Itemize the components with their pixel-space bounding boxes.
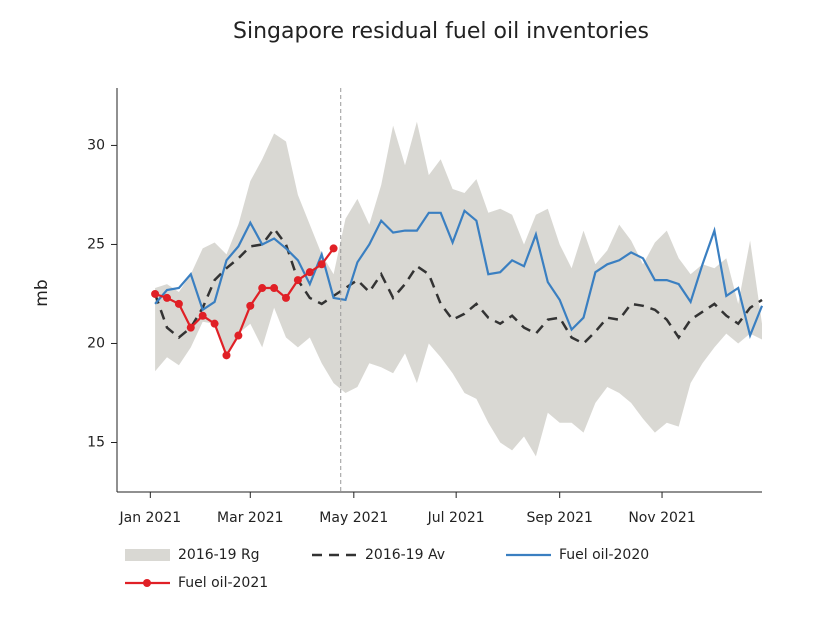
point <box>258 284 267 293</box>
point <box>162 293 171 302</box>
range-band <box>155 121 763 457</box>
y-tick-label: 30 <box>87 137 105 153</box>
series-line <box>154 247 335 358</box>
point <box>198 311 207 320</box>
point <box>186 323 195 332</box>
point <box>293 276 302 285</box>
legend-swatch <box>125 549 170 561</box>
x-tick-label: Jul 2021 <box>427 510 485 526</box>
y-axis-title: mb <box>32 279 52 306</box>
y-tick-label: 15 <box>87 434 105 450</box>
x-tick-label: Nov 2021 <box>628 510 695 526</box>
point <box>222 351 231 360</box>
series-line <box>154 208 764 340</box>
x-tick-label: Sep 2021 <box>526 510 592 526</box>
point <box>210 319 219 328</box>
point <box>305 268 314 277</box>
point <box>234 331 243 340</box>
x-tick-label: May 2021 <box>319 510 388 526</box>
legend-label: 2016-19 Av <box>365 547 445 563</box>
point <box>151 289 160 298</box>
legend-label: Fuel oil-2020 <box>559 547 649 563</box>
x-tick-label: Mar 2021 <box>217 510 284 526</box>
point <box>270 284 279 293</box>
point <box>281 293 290 302</box>
point <box>317 260 326 269</box>
x-tick-label: Jan 2021 <box>118 510 181 526</box>
chart-title: Singapore residual fuel oil inventories <box>233 19 649 44</box>
legend-label: Fuel oil-2021 <box>178 575 268 591</box>
legend-label: 2016-19 Rg <box>178 547 260 563</box>
point <box>329 244 338 253</box>
y-tick-label: 20 <box>87 335 105 351</box>
series-line <box>153 226 763 346</box>
y-tick-label: 25 <box>87 236 105 252</box>
legend-marker <box>143 579 151 587</box>
point <box>174 299 183 308</box>
point <box>246 301 255 310</box>
